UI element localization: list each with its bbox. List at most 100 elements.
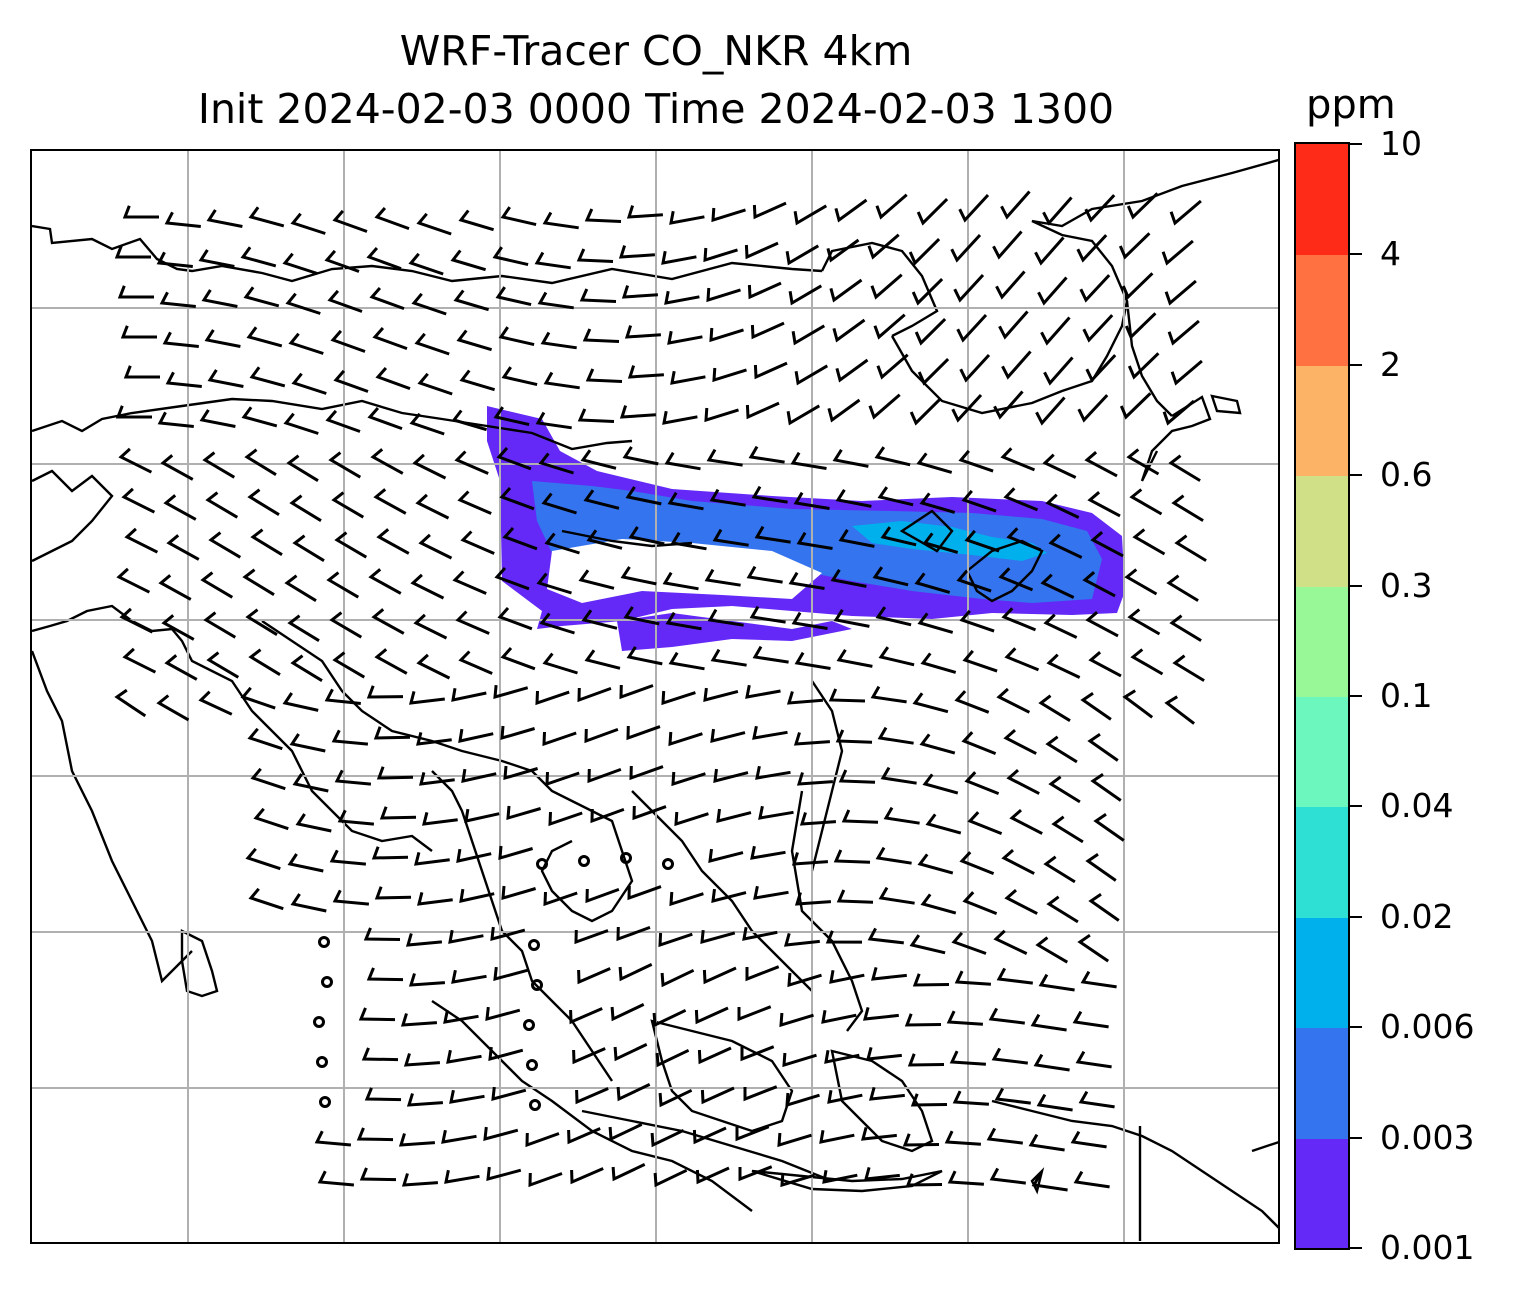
wind-barb	[314, 1130, 352, 1147]
wind-barb	[862, 1007, 899, 1021]
wind-barb	[956, 569, 992, 593]
wind-barb	[790, 451, 827, 470]
wind-barb	[838, 769, 876, 784]
wind-barb	[1006, 768, 1040, 795]
wind-barb	[1006, 527, 1042, 552]
wind-barb	[738, 1165, 773, 1182]
wind-barb	[1126, 448, 1160, 476]
wind-barb	[922, 532, 959, 554]
wind-barb	[1070, 1130, 1107, 1149]
wind-barb	[373, 488, 407, 515]
wind-barb	[542, 731, 577, 747]
wind-barb	[1170, 359, 1203, 386]
wind-barb	[835, 729, 873, 744]
wind-barb	[912, 692, 949, 714]
wind-barb	[1043, 855, 1076, 884]
colorbar-tick-label: 10	[1380, 124, 1422, 163]
wind-barb	[794, 364, 829, 386]
wind-barb	[502, 527, 538, 551]
wind-barb	[486, 1166, 522, 1182]
wind-barb	[289, 733, 326, 753]
wind-barb	[669, 210, 705, 225]
wind-barb	[951, 931, 987, 955]
wind-barb	[917, 358, 950, 386]
wind-barb	[670, 531, 707, 551]
wind-barb	[458, 728, 494, 743]
wind-barb	[1038, 973, 1075, 992]
wind-barb	[1040, 316, 1071, 346]
wind-barb	[616, 925, 651, 942]
wind-barb	[627, 885, 662, 901]
wind-barb	[545, 771, 580, 787]
wind-barb	[867, 233, 900, 260]
wind-barb	[703, 687, 739, 703]
wind-barb	[949, 1050, 986, 1066]
wind-barb	[123, 365, 160, 379]
wind-barb	[456, 848, 492, 863]
wind-barb	[998, 310, 1029, 340]
wind-barb	[658, 1088, 693, 1108]
wind-barb	[1082, 314, 1114, 343]
wind-barb	[710, 728, 746, 743]
wind-barb	[543, 891, 578, 907]
wind-barb	[618, 963, 653, 982]
wind-barb	[206, 651, 240, 679]
wind-barb	[577, 967, 611, 985]
wind-barb	[418, 533, 453, 560]
wind-barb	[788, 571, 825, 590]
wind-barb	[240, 246, 277, 268]
wind-barb	[667, 491, 704, 511]
wind-barb	[205, 491, 239, 519]
wind-barb	[1077, 933, 1110, 963]
wind-barb	[661, 690, 696, 706]
wind-barb	[574, 929, 609, 945]
wind-barb	[912, 973, 950, 987]
wind-barb	[692, 1126, 727, 1145]
wind-barb	[366, 967, 404, 982]
wind-barb	[658, 932, 693, 948]
wind-barb	[528, 1172, 563, 1188]
wind-barb	[662, 410, 698, 425]
wind-barb	[567, 1127, 601, 1145]
wind-barb	[745, 965, 780, 982]
wind-barb	[1037, 276, 1068, 306]
wind-barb	[876, 353, 909, 380]
wind-barb	[962, 649, 998, 673]
wind-barb	[410, 573, 445, 600]
wind-barb	[626, 646, 663, 666]
wind-barb	[368, 568, 402, 595]
wind-barb	[830, 569, 867, 588]
wind-barb	[401, 1173, 439, 1187]
wind-barb	[1087, 733, 1119, 762]
wind-barb	[832, 318, 866, 343]
wind-barb	[1080, 970, 1117, 989]
colorbar-tick	[1350, 143, 1362, 145]
wind-barb	[503, 765, 539, 781]
wind-barb	[956, 313, 988, 343]
wind-barb	[838, 529, 875, 548]
wind-barb	[836, 889, 874, 904]
wind-barb	[624, 325, 661, 339]
wind-barb	[1048, 533, 1083, 559]
wind-barb	[356, 1127, 394, 1142]
wind-barb	[501, 885, 537, 901]
wind-barb	[582, 328, 620, 343]
wind-barb	[443, 1009, 479, 1024]
wind-barb	[247, 727, 283, 751]
wind-barb	[493, 684, 529, 700]
wind-barb	[577, 408, 615, 423]
wind-barb	[1028, 1133, 1065, 1152]
wind-barb	[622, 446, 659, 466]
wind-barb	[199, 409, 236, 428]
wind-barb	[825, 930, 863, 944]
wind-barb	[291, 372, 327, 395]
wind-barb	[870, 273, 903, 300]
wind-barb	[868, 1087, 905, 1101]
wind-barb	[821, 1009, 857, 1024]
wind-barb	[444, 1169, 480, 1184]
wind-barb	[822, 1169, 858, 1184]
wind-barb	[483, 1126, 519, 1142]
wind-barb	[166, 534, 200, 561]
wind-barb	[958, 193, 990, 223]
wind-barb	[577, 686, 612, 703]
